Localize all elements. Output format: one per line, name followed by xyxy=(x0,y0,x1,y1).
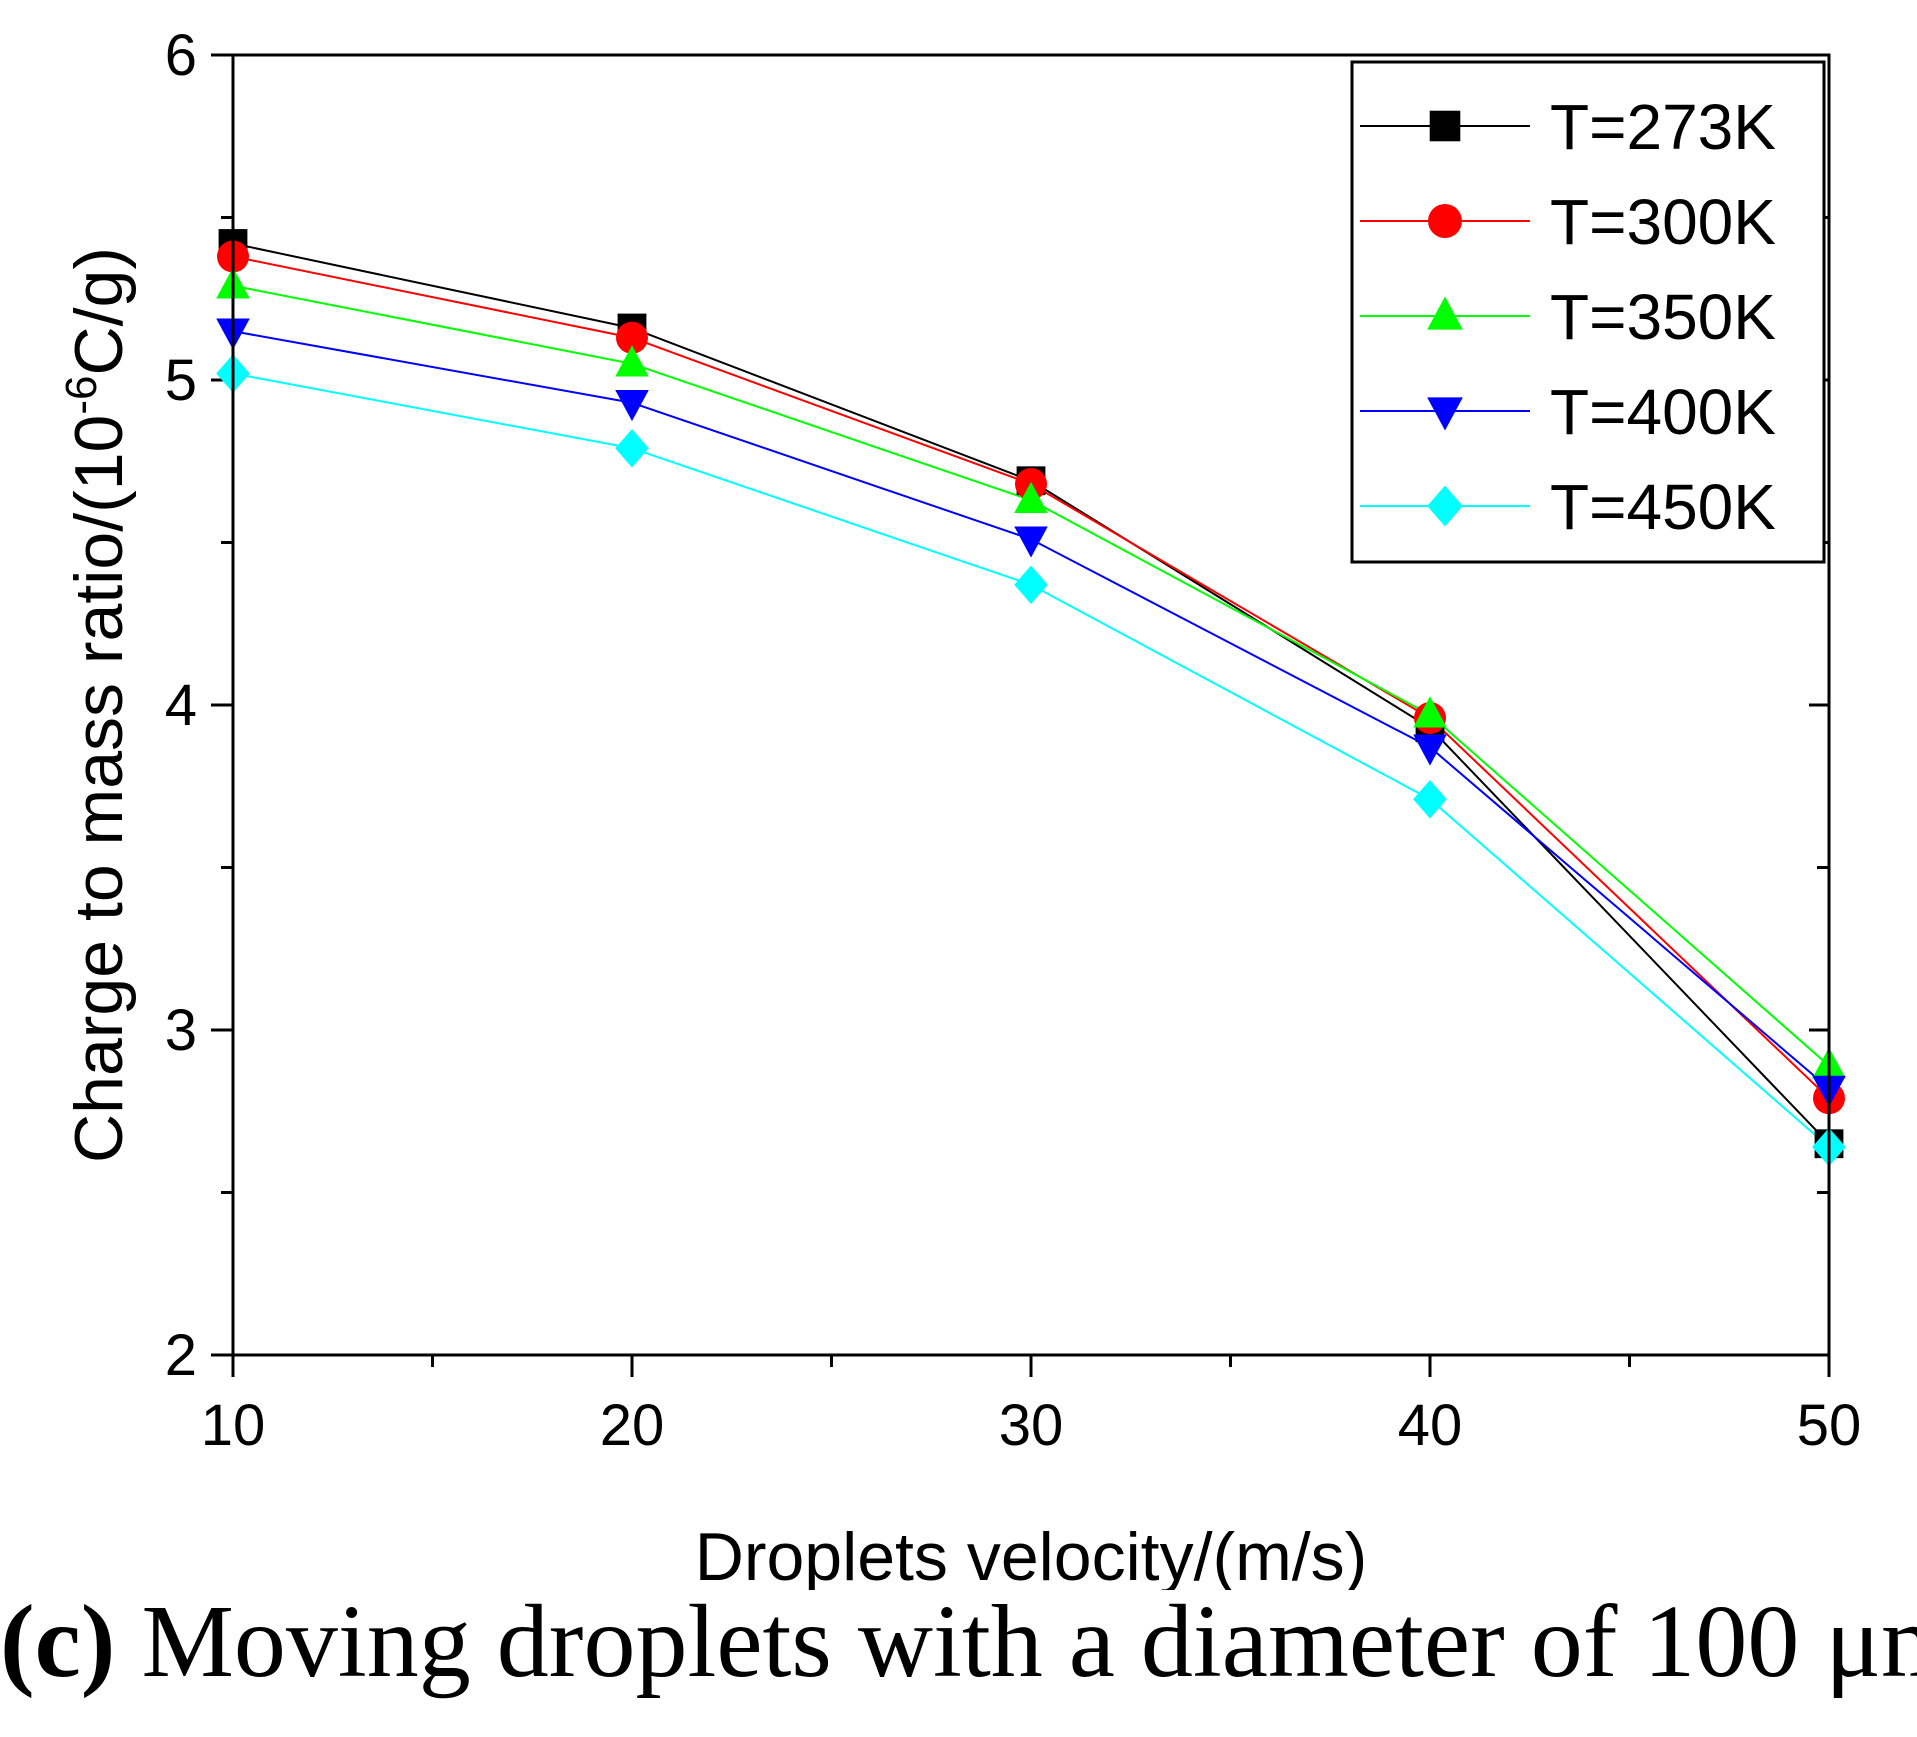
y-tick-label: 2 xyxy=(165,1323,197,1388)
data-point-2 xyxy=(616,321,648,354)
legend-marker-4 xyxy=(1427,397,1463,431)
x-tick-label: 30 xyxy=(999,1393,1064,1458)
data-point-5 xyxy=(615,429,649,468)
x-tick-label: 20 xyxy=(600,1393,665,1458)
y-tick-label: 6 xyxy=(165,23,197,88)
figure-caption: (c) Moving droplets with a diameter of 1… xyxy=(0,1590,1917,1694)
tick-labels: 10 20 30 40 50 2 3 4 5 6 xyxy=(165,23,1862,1458)
x-axis-label: Droplets velocity/(m/s) xyxy=(695,1519,1368,1590)
legend-label-1: T=273K xyxy=(1550,91,1776,163)
data-point-3 xyxy=(1014,481,1048,514)
caption-label: (c) xyxy=(0,1584,116,1699)
legend-label-3: T=350K xyxy=(1550,281,1776,353)
x-tick-label: 10 xyxy=(201,1393,266,1458)
y-axis-label: Charge to mass ratio/(10-6C/g) xyxy=(57,247,137,1163)
y-axis-label-prefix: Charge to mass ratio/(10 xyxy=(61,415,137,1163)
y-tick-label: 5 xyxy=(165,348,197,413)
legend-label-5: T=450K xyxy=(1550,471,1776,543)
y-axis-label-suffix: C/g) xyxy=(61,247,137,375)
plot-frame xyxy=(231,53,1831,1357)
x-tick-label: 50 xyxy=(1797,1393,1862,1458)
data-point-4 xyxy=(615,389,649,422)
data-point-5 xyxy=(1413,780,1447,819)
legend-marker-5 xyxy=(1427,485,1463,527)
y-axis-label-exponent: -6 xyxy=(57,376,106,415)
data-point-5 xyxy=(1014,565,1048,604)
x-tick-label: 40 xyxy=(1398,1393,1463,1458)
data-point-4 xyxy=(1014,526,1048,558)
series-markers xyxy=(216,229,1846,1167)
legend: T=273K T=300K T=350K T=400K T=450K xyxy=(1350,60,1826,564)
legend-label-2: T=300K xyxy=(1550,186,1776,258)
legend-marker-3 xyxy=(1427,296,1463,330)
y-tick-label: 3 xyxy=(165,998,197,1063)
legend-label-4: T=400K xyxy=(1550,376,1776,448)
data-point-3 xyxy=(615,345,649,377)
legend-box xyxy=(1350,60,1826,564)
data-point-3 xyxy=(1413,696,1447,728)
legend-marker-2 xyxy=(1428,204,1462,238)
caption-text: Moving droplets with a diameter of 100 μ… xyxy=(115,1584,1917,1699)
legend-marker-1 xyxy=(1429,110,1461,142)
y-tick-label: 4 xyxy=(165,673,197,738)
data-point-4 xyxy=(1413,734,1447,766)
